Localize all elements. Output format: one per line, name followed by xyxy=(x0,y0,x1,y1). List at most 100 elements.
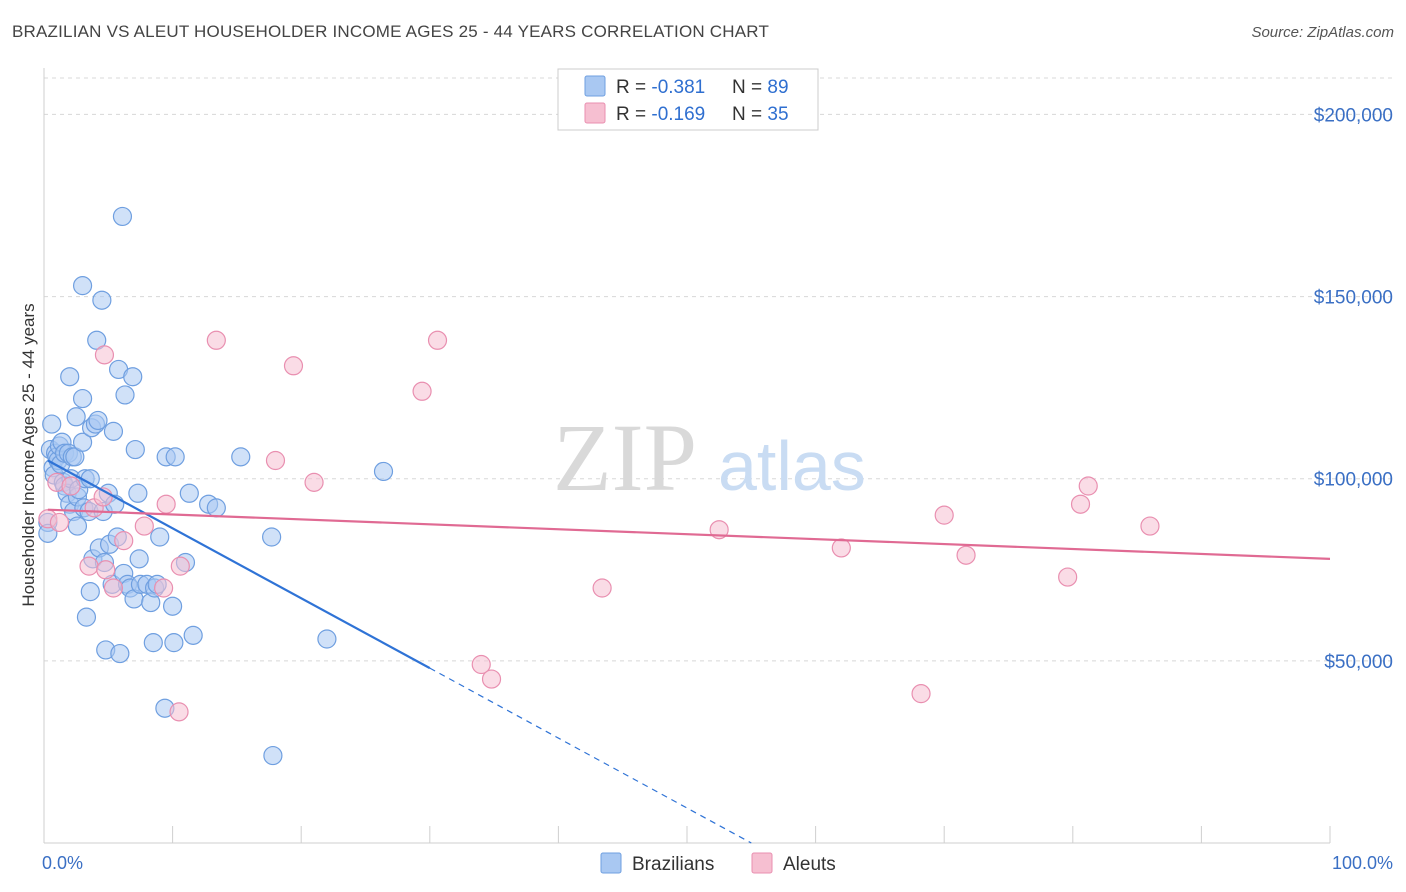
legend-n-value-2: 35 xyxy=(767,104,788,125)
point-aleuts-28 xyxy=(934,505,954,525)
axes xyxy=(43,68,1331,844)
point-brazilians-27 xyxy=(72,276,93,296)
point-brazilians-63 xyxy=(129,549,149,569)
legend-r-label-2: R = xyxy=(616,104,651,125)
bottom-legend-label-brazilians: Brazilians xyxy=(632,854,714,875)
point-brazilians-70 xyxy=(150,527,170,547)
point-brazilians-85 xyxy=(373,461,394,482)
svg-text:N = 89: N = 89 xyxy=(732,77,789,98)
y-axis-label: Householder Income Ages 25 - 44 years xyxy=(19,303,38,606)
legend-r-label-1: R = xyxy=(616,77,651,98)
grid xyxy=(44,77,1395,662)
point-brazilians-54 xyxy=(112,206,133,227)
top-legend: R = -0.381 N = 89 R = -0.169 N = 35 xyxy=(557,68,819,131)
legend-n-label-1: N = xyxy=(732,77,767,98)
point-brazilians-82 xyxy=(262,527,282,547)
trend-line-brazilians-extension xyxy=(429,667,752,844)
legend-n-label-2: N = xyxy=(732,104,767,125)
point-aleuts-7 xyxy=(94,345,115,365)
point-aleuts-19 xyxy=(304,472,324,492)
svg-text:N = 35: N = 35 xyxy=(732,104,789,125)
point-aleuts-8 xyxy=(96,560,116,580)
watermark-zip: ZIP xyxy=(553,404,697,511)
y-tick-label-1: $150,000 xyxy=(1314,288,1393,309)
point-brazilians-81 xyxy=(231,447,251,467)
point-aleuts-17 xyxy=(265,450,286,471)
point-aleuts-4 xyxy=(79,556,99,576)
point-aleuts-32 xyxy=(1078,476,1098,496)
point-brazilians-35 xyxy=(80,469,100,489)
point-brazilians-78 xyxy=(183,625,203,645)
point-aleuts-22 xyxy=(471,654,491,675)
trend-line-brazilians xyxy=(47,459,431,670)
chart-source: Source: ZipAtlas.com xyxy=(1251,24,1394,41)
point-brazilians-34 xyxy=(80,582,100,602)
x-tick-label-max: 100.0% xyxy=(1332,853,1393,873)
point-brazilians-28 xyxy=(72,388,93,409)
point-aleuts-21 xyxy=(427,330,448,350)
point-brazilians-49 xyxy=(103,421,124,441)
point-brazilians-3 xyxy=(42,414,62,434)
point-brazilians-80 xyxy=(206,498,226,518)
point-brazilians-40 xyxy=(88,410,108,431)
x-tick-label-min: 0.0% xyxy=(42,853,83,873)
point-brazilians-56 xyxy=(115,385,135,405)
point-aleuts-29 xyxy=(956,545,976,565)
point-brazilians-84 xyxy=(317,629,337,649)
point-brazilians-83 xyxy=(263,745,283,766)
svg-text:R = -0.381: R = -0.381 xyxy=(616,77,705,98)
point-brazilians-75 xyxy=(165,447,185,467)
point-brazilians-42 xyxy=(92,290,112,310)
point-aleuts-15 xyxy=(170,556,190,576)
trend-lines xyxy=(47,459,1331,844)
point-aleuts-14 xyxy=(169,702,189,722)
point-brazilians-77 xyxy=(179,483,199,503)
points xyxy=(38,206,1160,766)
point-aleuts-24 xyxy=(592,578,612,598)
y-tick-label-3: $50,000 xyxy=(1324,652,1393,673)
point-aleuts-30 xyxy=(1058,567,1078,587)
legend-swatch-pink xyxy=(584,102,606,124)
point-brazilians-29 xyxy=(72,432,93,452)
point-aleuts-23 xyxy=(481,669,502,689)
bottom-legend: Brazilians Aleuts xyxy=(600,852,836,875)
point-brazilians-23 xyxy=(66,407,86,427)
bottom-legend-swatch-aleuts xyxy=(751,852,773,874)
point-aleuts-26 xyxy=(831,538,851,558)
point-aleuts-13 xyxy=(156,494,176,514)
point-brazilians-67 xyxy=(143,633,163,653)
trend-line-aleuts xyxy=(47,508,1331,560)
bottom-legend-swatch-brazilians xyxy=(600,852,622,874)
point-brazilians-53 xyxy=(110,643,130,664)
point-brazilians-74 xyxy=(164,633,184,653)
watermark: ZIP atlas xyxy=(553,404,866,511)
bottom-legend-label-aleuts: Aleuts xyxy=(783,854,836,875)
y-tick-label-2: $100,000 xyxy=(1314,470,1393,491)
point-aleuts-12 xyxy=(153,578,174,598)
point-brazilians-61 xyxy=(125,439,145,460)
point-aleuts-27 xyxy=(911,684,931,704)
point-brazilians-25 xyxy=(67,516,88,536)
point-aleuts-18 xyxy=(283,356,304,376)
point-aleuts-2 xyxy=(49,512,70,533)
svg-text:R = -0.169: R = -0.169 xyxy=(616,104,705,125)
legend-n-value-1: 89 xyxy=(767,77,788,98)
y-tick-label-0: $200,000 xyxy=(1314,105,1393,126)
watermark-atlas: atlas xyxy=(718,427,866,505)
y-tick-labels: $200,000 $150,000 $100,000 $50,000 xyxy=(1314,105,1393,672)
point-brazilians-32 xyxy=(76,607,97,627)
legend-r-value-1: -0.381 xyxy=(651,77,705,98)
point-aleuts-16 xyxy=(206,330,226,350)
legend-swatch-blue xyxy=(584,75,606,97)
point-aleuts-10 xyxy=(114,531,134,551)
legend-r-value-2: -0.169 xyxy=(651,104,705,125)
point-brazilians-17 xyxy=(60,367,80,387)
point-aleuts-33 xyxy=(1140,516,1160,536)
point-brazilians-73 xyxy=(163,596,183,616)
point-aleuts-20 xyxy=(412,381,432,401)
point-brazilians-59 xyxy=(123,367,143,387)
point-aleuts-3 xyxy=(61,476,81,496)
point-aleuts-11 xyxy=(134,516,154,536)
point-aleuts-9 xyxy=(103,578,124,598)
